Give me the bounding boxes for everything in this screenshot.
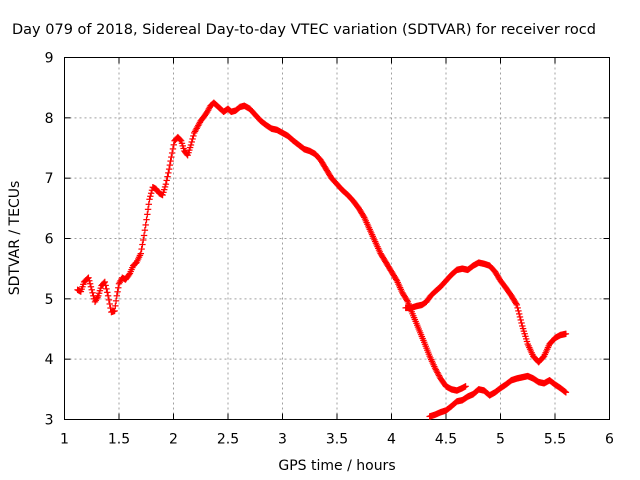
x-tick-label: 1 — [60, 432, 69, 448]
data-point — [512, 300, 520, 307]
x-tick-label: 5 — [496, 432, 505, 448]
data-point — [514, 304, 521, 312]
data-point — [165, 165, 173, 173]
data-point — [88, 286, 95, 293]
data-point — [189, 135, 196, 143]
data-point — [137, 250, 144, 257]
data-point — [147, 193, 154, 200]
y-tick-label: 3 — [45, 413, 54, 429]
data-point — [170, 141, 177, 149]
x-tick-label: 3.5 — [326, 432, 348, 448]
data-point — [403, 297, 411, 304]
data-point — [86, 280, 94, 287]
data-point — [187, 141, 195, 149]
data-point — [111, 307, 118, 315]
x-tick-label: 6 — [605, 432, 614, 448]
data-point — [106, 300, 113, 308]
data-point — [188, 138, 195, 146]
data-point — [138, 245, 145, 253]
axis-ticks: 1 1.5 2 2.5 3 3.5 4 4.5 5 5.5 6 3 4 5 6 7 8 9 — [45, 51, 614, 448]
data-point — [163, 177, 170, 184]
data-point — [140, 232, 148, 239]
data-point — [139, 241, 146, 248]
data-point — [518, 319, 525, 327]
series-2 — [402, 259, 570, 366]
x-axis-label: GPS time / hours — [278, 458, 395, 474]
data-point — [517, 316, 524, 324]
data-point — [167, 157, 174, 165]
data-point — [146, 196, 153, 203]
data-point — [166, 161, 174, 169]
data-point — [515, 310, 523, 318]
series-1 — [74, 99, 469, 394]
data-point — [177, 136, 184, 144]
data-point — [113, 292, 121, 300]
data-point — [561, 388, 569, 395]
chart-title: Day 079 of 2018, Sidereal Day-to-day VTE… — [12, 22, 596, 38]
data-point — [112, 302, 119, 310]
data-points — [74, 99, 570, 420]
data-point — [162, 181, 170, 188]
data-point — [168, 153, 175, 161]
data-point — [144, 211, 151, 218]
data-point — [86, 277, 93, 284]
data-point — [143, 216, 150, 223]
data-point — [169, 145, 177, 153]
y-axis-label: SDTVAR / TECUs — [7, 181, 23, 296]
y-tick-label: 4 — [45, 352, 54, 368]
data-point — [85, 274, 92, 281]
x-tick-label: 3 — [278, 432, 287, 448]
data-point — [145, 201, 152, 208]
y-tick-label: 5 — [45, 292, 54, 308]
data-point — [107, 304, 114, 312]
x-tick-label: 4.5 — [435, 432, 457, 448]
data-point — [101, 278, 109, 286]
x-tick-label: 4 — [387, 432, 396, 448]
data-point — [114, 288, 121, 295]
data-point — [515, 307, 522, 315]
data-point — [144, 206, 152, 213]
data-point — [142, 221, 149, 229]
y-tick-label: 9 — [45, 51, 54, 67]
data-point — [462, 383, 469, 390]
data-point — [140, 236, 147, 244]
data-point — [513, 301, 521, 309]
data-point — [562, 389, 570, 396]
x-tick-label: 1.5 — [108, 432, 130, 448]
data-point — [87, 283, 95, 290]
y-tick-label: 6 — [45, 232, 54, 248]
y-tick-label: 8 — [45, 111, 54, 127]
grid — [64, 57, 610, 420]
y-tick-label: 7 — [45, 171, 54, 187]
data-point — [165, 169, 172, 177]
data-point — [94, 294, 101, 301]
data-point — [105, 296, 113, 304]
data-point — [562, 330, 570, 338]
x-tick-label: 5.5 — [544, 432, 566, 448]
data-point — [104, 292, 112, 300]
data-point — [147, 190, 155, 197]
data-point — [141, 227, 149, 234]
data-point — [104, 289, 111, 296]
data-point — [164, 173, 171, 180]
data-point — [516, 313, 524, 321]
data-point — [115, 284, 122, 291]
data-point — [112, 297, 120, 305]
x-tick-label: 2.5 — [217, 432, 239, 448]
series-3 — [426, 372, 570, 420]
data-point — [103, 285, 110, 293]
data-point — [168, 149, 176, 157]
x-tick-label: 2 — [169, 432, 178, 448]
data-point — [102, 282, 109, 289]
data-point — [190, 132, 197, 140]
data-point — [89, 289, 96, 296]
